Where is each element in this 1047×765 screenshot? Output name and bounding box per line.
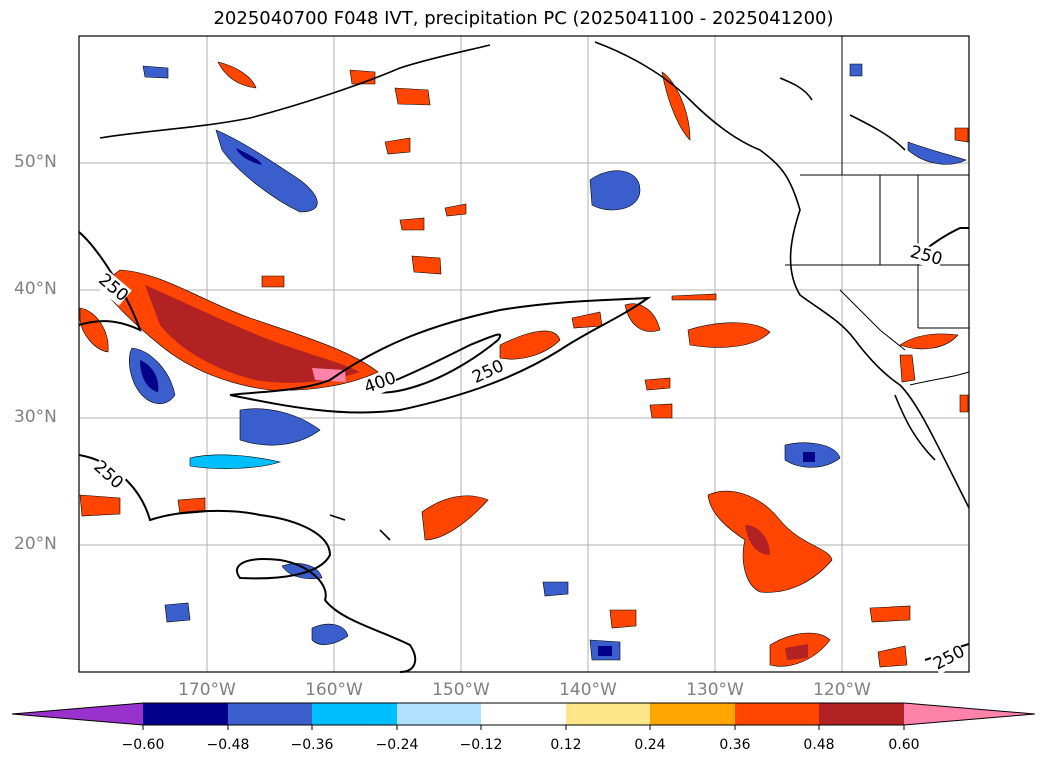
lat-label: 20°N bbox=[14, 534, 57, 554]
lat-label: 40°N bbox=[14, 279, 57, 299]
colorbar-tick: 0.36 bbox=[719, 737, 751, 753]
colorbar-tick: −0.36 bbox=[290, 737, 334, 753]
map-title: 2025040700 F048 IVT, precipitation PC (2… bbox=[213, 8, 834, 29]
ivt-contours bbox=[78, 227, 970, 673]
precipitation-shading bbox=[79, 61, 969, 668]
lon-label: 140°W bbox=[559, 680, 617, 700]
borders bbox=[785, 36, 970, 386]
colorbar-extend-high bbox=[904, 703, 1035, 725]
lon-label: 120°W bbox=[813, 680, 871, 700]
lon-label: 130°W bbox=[686, 680, 744, 700]
colorbar-tick: 0.24 bbox=[634, 737, 666, 753]
lon-label: 170°W bbox=[178, 680, 236, 700]
coastlines bbox=[99, 41, 970, 541]
colorbar-tick: −0.24 bbox=[375, 737, 419, 753]
lon-label: 160°W bbox=[305, 680, 363, 700]
colorbar-tick: 0.60 bbox=[888, 737, 920, 753]
colorbar-tick: −0.60 bbox=[121, 737, 165, 753]
colorbar-tick: −0.12 bbox=[459, 737, 503, 753]
lat-label: 30°N bbox=[14, 407, 57, 427]
colorbar-tick: 0.12 bbox=[550, 737, 582, 753]
lon-label: 150°W bbox=[432, 680, 490, 700]
colorbar bbox=[11, 702, 1036, 730]
lat-label: 50°N bbox=[14, 152, 57, 172]
map-frame bbox=[78, 35, 970, 673]
colorbar-extend-low bbox=[12, 703, 143, 725]
colorbar-tick: 0.48 bbox=[803, 737, 835, 753]
colorbar-tick: −0.48 bbox=[206, 737, 250, 753]
